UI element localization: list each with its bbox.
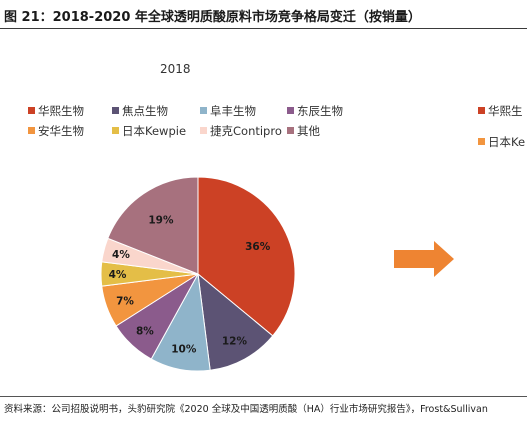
pie-slice [197,272,274,371]
legend-label: 日本Ke [488,135,526,149]
legend-item-dongchen: 东辰生物 [287,103,343,119]
legend-label: 捷克Contipro [210,124,282,138]
legend-label: 华熙生 [488,104,523,118]
title-divider [0,28,527,29]
pie-slice [197,176,296,337]
pie-slice [107,176,199,275]
legend-label: 日本Kewpie [122,124,187,138]
legend-item-contipro: 捷克Contipro [200,123,282,139]
slice-data-label: 8% [136,326,154,338]
right-legend-item-2: 日本Ke [478,134,525,150]
slice-data-label: 36% [245,241,271,253]
slice-data-label: 4% [112,249,130,261]
legend-label: 华熙生物 [38,104,84,118]
legend-swatch [112,107,119,114]
legend-swatch [287,107,294,114]
slice-data-label: 10% [171,343,197,355]
slice-data-label: 4% [109,269,127,281]
figure-title: 图 21：2018-2020 年全球透明质酸原料市场竞争格局变迁（按销量） [4,10,421,25]
legend-swatch [200,107,207,114]
chart-title: 2018 [160,62,191,76]
footer-divider [0,396,527,397]
legend-item-kewpie: 日本Kewpie [112,123,186,139]
legend-swatch [28,127,35,134]
legend-item-anhua: 安华生物 [28,123,84,139]
legend-swatch [200,127,207,134]
source-note: 资料来源：公司招股说明书，头豹研究院《2020 全球及中国透明质酸（HA）行业市… [4,404,488,415]
right-legend-item-1: 华熙生 [478,103,523,119]
legend-swatch [28,107,35,114]
legend-label: 其他 [297,124,320,138]
legend-item-jiaodian: 焦点生物 [112,103,168,119]
slice-data-label: 12% [222,335,248,347]
legend-label: 阜丰生物 [210,104,256,118]
legend-swatch [287,127,294,134]
legend-label: 焦点生物 [122,104,168,118]
legend-item-other: 其他 [287,123,320,139]
legend-label: 东辰生物 [297,104,343,118]
slice-data-label: 7% [116,295,134,307]
legend-item-fufeng: 阜丰生物 [200,103,256,119]
legend-swatch [478,138,485,145]
legend-label: 安华生物 [38,124,84,138]
slice-data-label: 19% [148,214,174,226]
legend-swatch [478,107,485,114]
legend-swatch [112,127,119,134]
legend-item-huaxi: 华熙生物 [28,103,84,119]
right-arrow-icon [394,241,456,281]
title-bar: 图 21：2018-2020 年全球透明质酸原料市场竞争格局变迁（按销量） [0,0,527,29]
